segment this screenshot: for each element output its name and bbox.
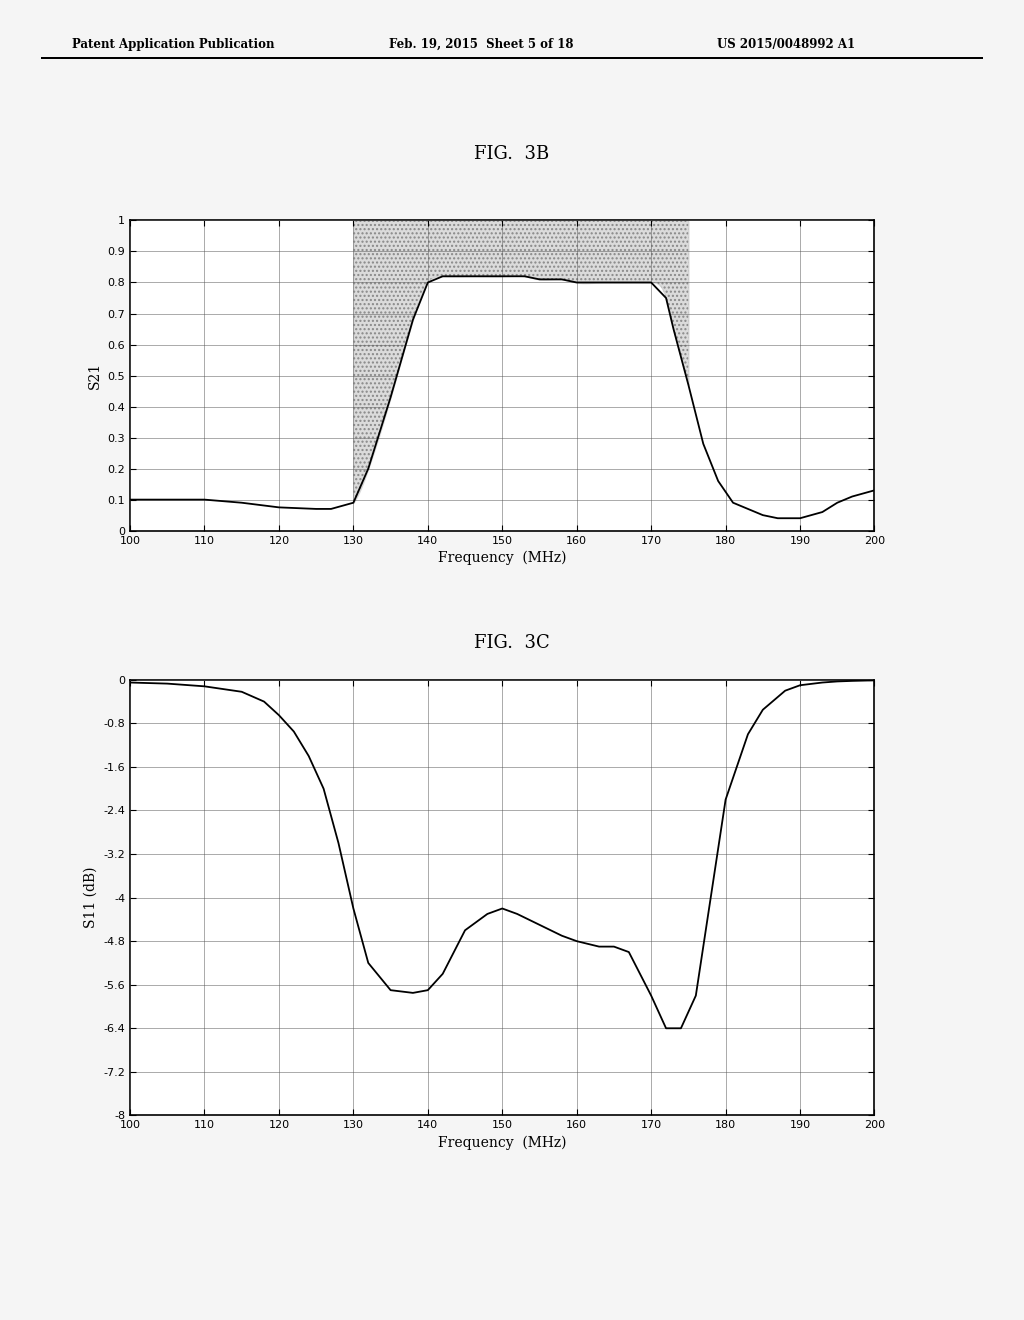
Y-axis label: S21: S21 — [88, 362, 101, 389]
Text: Feb. 19, 2015  Sheet 5 of 18: Feb. 19, 2015 Sheet 5 of 18 — [389, 38, 573, 51]
Text: FIG.  3B: FIG. 3B — [474, 145, 550, 164]
Text: Patent Application Publication: Patent Application Publication — [72, 38, 274, 51]
X-axis label: Frequency  (MHz): Frequency (MHz) — [438, 1135, 566, 1150]
Text: FIG.  3C: FIG. 3C — [474, 634, 550, 652]
X-axis label: Frequency  (MHz): Frequency (MHz) — [438, 550, 566, 565]
Text: US 2015/0048992 A1: US 2015/0048992 A1 — [717, 38, 855, 51]
Y-axis label: S11 (dB): S11 (dB) — [84, 867, 97, 928]
